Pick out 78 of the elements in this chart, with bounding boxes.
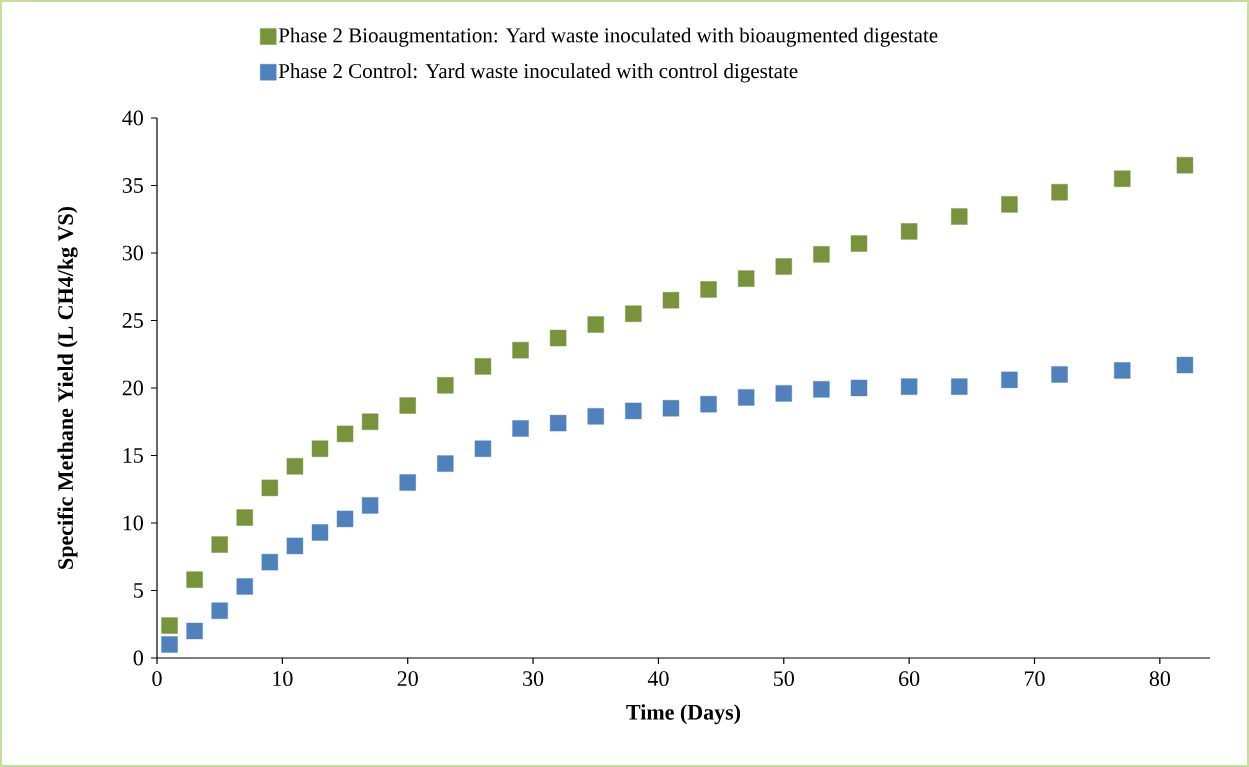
- legend-label: Phase 2 Control: Yard waste inoculated with control digestate: [278, 63, 798, 83]
- x-axis-title: Time (Days): [626, 704, 741, 725]
- point: [261, 553, 279, 571]
- point: [361, 497, 379, 514]
- point: [336, 510, 354, 528]
- y-tick-label: 10: [123, 515, 143, 531]
- y-tick-label: 20: [122, 380, 143, 396]
- point: [211, 602, 228, 619]
- point: [813, 246, 830, 263]
- point: [512, 420, 529, 437]
- point: [737, 270, 755, 287]
- y-tick-label: 0: [133, 650, 143, 666]
- x-tick-label: 10: [273, 671, 293, 687]
- point: [775, 258, 792, 275]
- point: [662, 292, 680, 309]
- point: [850, 379, 868, 397]
- y-tick-label: 25: [122, 313, 143, 328]
- point: [286, 537, 304, 555]
- x-tick-label: 30: [523, 671, 544, 687]
- point: [625, 305, 642, 322]
- point: [161, 617, 178, 634]
- point: [361, 413, 379, 430]
- point: [311, 524, 329, 541]
- point: [587, 316, 604, 333]
- point: [161, 636, 178, 653]
- point: [700, 395, 717, 413]
- point: [850, 235, 868, 252]
- point: [775, 385, 792, 402]
- point: [549, 329, 567, 347]
- point: [186, 622, 203, 640]
- point: [1114, 170, 1131, 187]
- point: [474, 358, 492, 375]
- point: [951, 378, 968, 395]
- point: [1114, 362, 1131, 379]
- point: [1176, 157, 1194, 174]
- point: [900, 223, 918, 240]
- point: [587, 408, 604, 425]
- point: [236, 578, 253, 595]
- x-tick-label: 50: [774, 671, 794, 687]
- point: [1051, 184, 1068, 201]
- point: [437, 377, 454, 394]
- point: [951, 208, 968, 225]
- point: [286, 458, 304, 475]
- point: [1001, 196, 1018, 213]
- legend-label: Phase 2 Bioaugmentation: Yard waste inoculated with bioaugmented digestate: [278, 27, 938, 47]
- x-tick-label: 20: [397, 671, 418, 687]
- y-tick-label: 15: [123, 448, 143, 463]
- point: [474, 440, 492, 457]
- point: [1176, 356, 1194, 374]
- point: [236, 509, 253, 526]
- y-axis-title: Specific Methane Yield (L CH4/kg VS): [57, 206, 78, 569]
- point: [261, 479, 279, 497]
- point: [662, 400, 680, 417]
- x-tick-label: 80: [1149, 671, 1170, 687]
- point: [625, 402, 642, 420]
- y-tick-label: 40: [122, 110, 143, 126]
- point: [311, 440, 329, 457]
- x-tick-label: 40: [647, 671, 669, 687]
- point: [399, 474, 416, 491]
- point: [737, 389, 755, 406]
- y-tick-label: 30: [122, 245, 143, 261]
- point: [437, 455, 454, 472]
- x-tick-label: 60: [899, 671, 920, 687]
- y-tick-label: 35: [122, 178, 143, 193]
- point: [700, 281, 717, 298]
- point: [900, 378, 918, 395]
- point: [211, 536, 228, 553]
- point: [399, 397, 416, 414]
- point: [336, 425, 354, 443]
- x-tick-label: 0: [152, 671, 162, 687]
- point: [186, 571, 203, 588]
- point: [512, 341, 529, 359]
- point: [1001, 371, 1018, 389]
- x-tick-label: 70: [1024, 671, 1045, 687]
- point: [813, 381, 830, 398]
- point: [549, 414, 567, 432]
- point: [1051, 366, 1068, 383]
- y-tick-label: 5: [134, 583, 143, 598]
